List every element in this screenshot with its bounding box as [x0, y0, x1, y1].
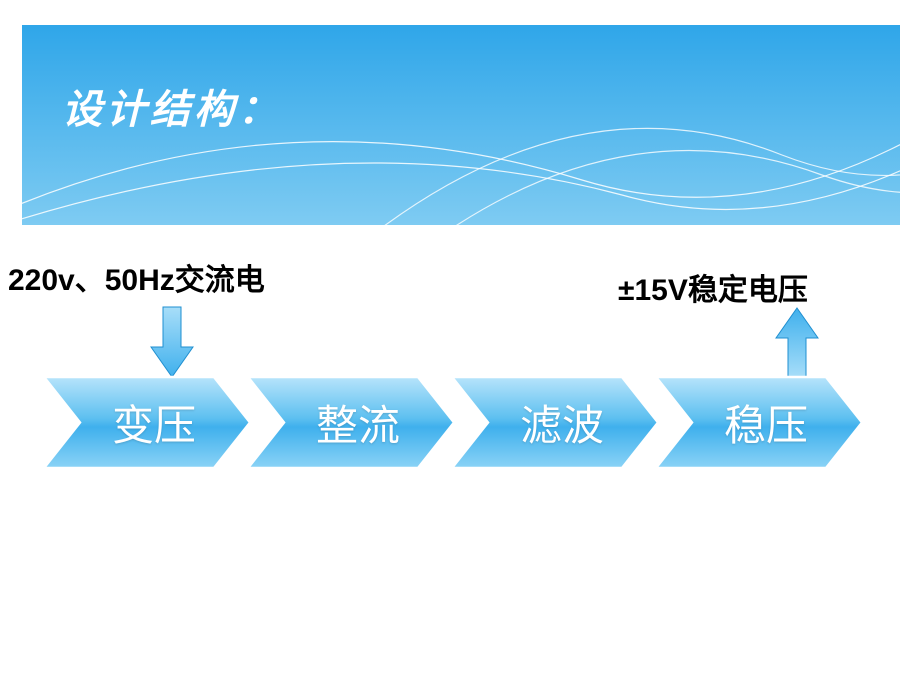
step-label: 整流	[246, 375, 456, 470]
step-3: 滤波	[450, 375, 660, 470]
output-label: ±15V稳定电压	[618, 265, 808, 309]
page-title: 设计结构：	[62, 77, 282, 135]
arrow-down-icon	[147, 305, 197, 380]
process-flow: 变压 整流	[42, 375, 902, 470]
step-label: 稳压	[654, 375, 864, 470]
input-label: 220v、50Hz交流电	[8, 255, 265, 299]
step-label: 滤波	[450, 375, 660, 470]
header-banner: 设计结构：	[22, 25, 900, 225]
arrow-up-icon	[772, 305, 822, 380]
step-2: 整流	[246, 375, 456, 470]
step-1: 变压	[42, 375, 252, 470]
step-label: 变压	[42, 375, 252, 470]
step-4: 稳压	[654, 375, 864, 470]
